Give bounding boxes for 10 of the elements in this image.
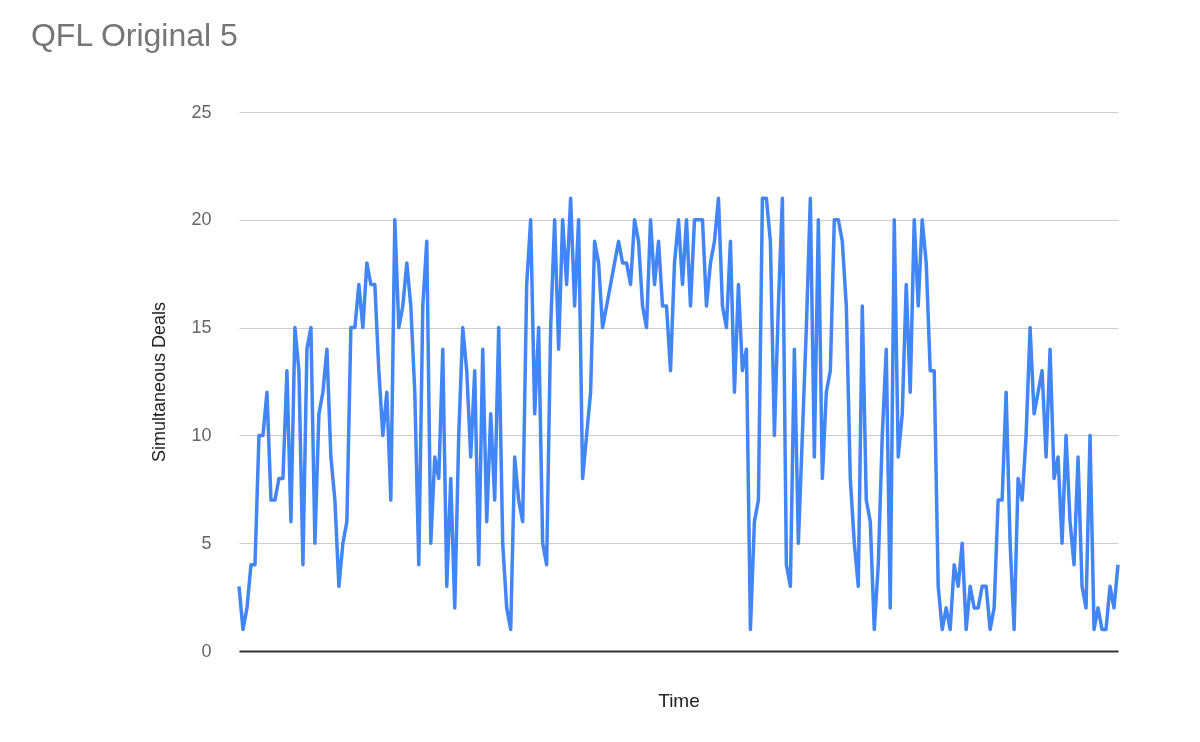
y-tick-label: 5 (201, 532, 212, 553)
y-tick-label: 25 (191, 101, 212, 122)
x-axis-title: Time (658, 689, 700, 711)
y-tick-label: 10 (191, 424, 212, 445)
line-series (237, 196, 1120, 632)
y-axis-title: Simultaneous Deals (149, 301, 170, 463)
y-tick-label: 20 (191, 209, 212, 230)
y-tick-label: 0 (201, 640, 212, 661)
y-tick-label: 15 (191, 317, 212, 338)
chart-title: QFL Original 5 (30, 17, 238, 53)
